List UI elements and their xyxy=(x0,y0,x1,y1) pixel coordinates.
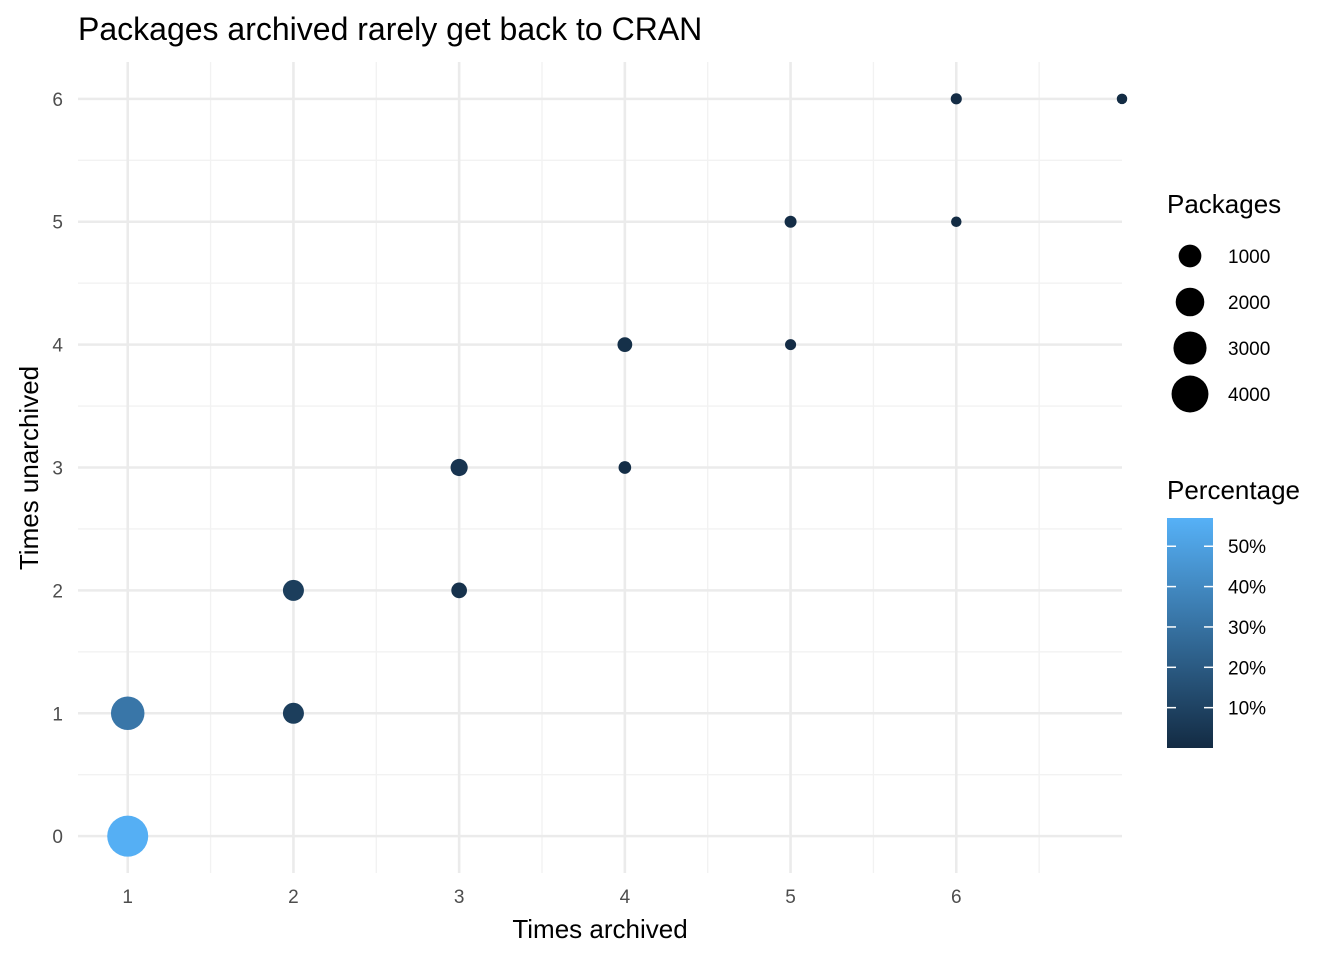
data-point xyxy=(282,702,304,724)
size-legend-title: Packages xyxy=(1167,189,1281,219)
color-legend: Percentage 10% 20% 30% 40% 50% xyxy=(1167,475,1300,748)
data-point xyxy=(950,93,962,105)
color-legend-label: 30% xyxy=(1228,618,1266,639)
y-tick-label: 3 xyxy=(52,459,63,480)
data-point xyxy=(784,215,797,228)
color-legend-label: 40% xyxy=(1228,578,1266,599)
data-point xyxy=(282,579,304,601)
x-tick-label: 1 xyxy=(122,887,133,908)
data-point xyxy=(110,696,145,731)
x-tick-label: 6 xyxy=(951,887,962,908)
color-bar xyxy=(1167,518,1213,748)
data-point xyxy=(451,582,467,599)
size-legend-label: 3000 xyxy=(1228,339,1270,360)
size-legend-key xyxy=(1173,331,1207,365)
y-tick-label: 6 xyxy=(52,90,63,111)
y-axis-title: Times unarchived xyxy=(14,366,44,570)
y-tick-label: 0 xyxy=(52,827,63,848)
size-legend-label: 4000 xyxy=(1228,385,1270,406)
x-axis-title: Times archived xyxy=(512,914,687,944)
data-point xyxy=(1116,93,1128,105)
size-legend-key xyxy=(1178,244,1202,268)
x-tick-label: 3 xyxy=(454,887,465,908)
data-point xyxy=(951,216,962,227)
data-point xyxy=(618,461,632,474)
y-tick-label: 1 xyxy=(52,704,63,725)
size-legend-keys: 1000 2000 3000 4000 xyxy=(1171,244,1270,413)
color-legend-title: Percentage xyxy=(1167,475,1300,505)
y-tick-label: 4 xyxy=(52,336,63,357)
data-point xyxy=(617,337,633,353)
x-axis-ticks: 1 2 3 4 5 6 xyxy=(122,887,961,908)
x-tick-label: 4 xyxy=(620,887,631,908)
size-legend: Packages 1000 2000 3000 4000 xyxy=(1167,189,1281,413)
y-tick-label: 2 xyxy=(52,581,63,602)
color-legend-label: 50% xyxy=(1228,537,1266,558)
color-legend-keys: 10% 20% 30% 40% 50% xyxy=(1167,537,1266,720)
data-points xyxy=(107,93,1128,857)
color-legend-label: 10% xyxy=(1228,699,1266,720)
chart-title: Packages archived rarely get back to CRA… xyxy=(78,11,702,47)
data-point xyxy=(107,815,149,857)
grid xyxy=(78,62,1122,873)
size-legend-key xyxy=(1175,287,1205,317)
y-tick-label: 5 xyxy=(52,213,63,234)
size-legend-label: 1000 xyxy=(1228,247,1270,268)
color-legend-label: 20% xyxy=(1228,658,1266,679)
x-tick-label: 2 xyxy=(288,887,299,908)
size-legend-key xyxy=(1171,375,1209,413)
data-point xyxy=(450,458,468,477)
x-tick-label: 5 xyxy=(785,887,796,908)
size-legend-label: 2000 xyxy=(1228,293,1270,314)
y-axis-ticks: 0 1 2 3 4 5 6 xyxy=(52,90,63,848)
data-point xyxy=(785,339,797,351)
